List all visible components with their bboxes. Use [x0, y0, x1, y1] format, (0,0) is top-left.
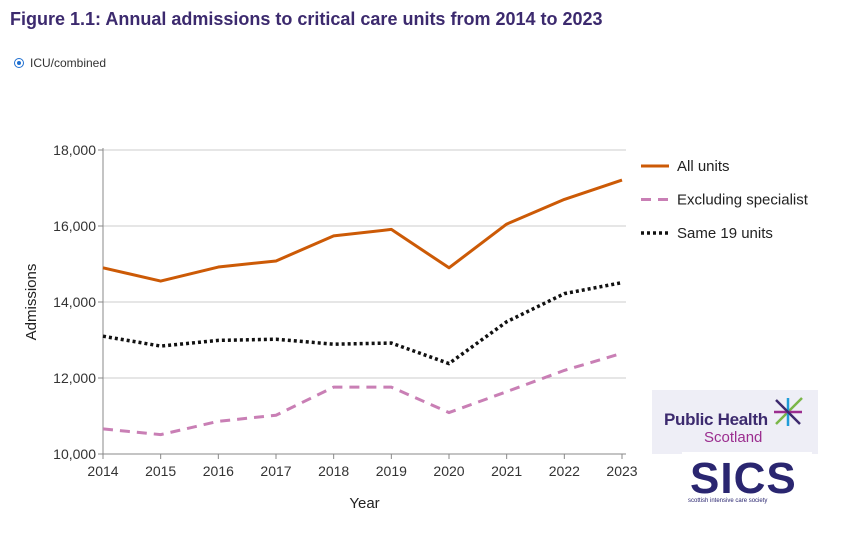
x-tick-label: 2019: [376, 463, 407, 479]
x-tick-label: 2016: [203, 463, 234, 479]
x-tick-label: 2022: [549, 463, 580, 479]
sics-logo-text: SICS: [690, 454, 797, 503]
public-health-scotland-logo: Public Health Scotland: [652, 390, 818, 454]
icu-combined-option[interactable]: ICU/combined: [14, 56, 106, 70]
x-tick-label: 2018: [318, 463, 349, 479]
phs-logo-line2: Scotland: [704, 429, 763, 446]
phs-logo-line1: Public Health: [664, 410, 768, 429]
x-tick-label: 2023: [606, 463, 637, 479]
x-tick-label: 2014: [87, 463, 118, 479]
y-tick-label: 14,000: [53, 294, 96, 310]
radio-label: ICU/combined: [30, 56, 107, 70]
x-tick-label: 2020: [433, 463, 464, 479]
series-line-2: [102, 351, 623, 437]
phs-star-icon: [774, 397, 803, 426]
x-tick-label: 2015: [145, 463, 176, 479]
x-axis-label: Year: [349, 495, 379, 512]
radio-selected-icon[interactable]: [14, 58, 24, 68]
figure-title: Figure 1.1: Annual admissions to critica…: [10, 9, 603, 29]
y-tick-label: 10,000: [53, 446, 96, 462]
x-tick-label: 2021: [491, 463, 522, 479]
legend-label-2: Excluding specialist: [677, 192, 809, 209]
sics-logo: SICS scottish intensive care society: [682, 452, 812, 512]
legend-label-3: Same 19 units: [677, 225, 773, 242]
logos-area: Public Health Scotland SICS scottish int…: [652, 390, 857, 545]
y-tick-label: 12,000: [53, 370, 96, 386]
series-line-3: [102, 280, 623, 366]
series-line-1: [102, 178, 623, 283]
legend-label-1: All units: [677, 158, 730, 175]
y-axis-label: Admissions: [23, 264, 40, 341]
sics-logo-subtitle: scottish intensive care society: [688, 498, 768, 504]
x-tick-label: 2017: [260, 463, 291, 479]
y-tick-label: 16,000: [53, 218, 96, 234]
y-tick-label: 18,000: [53, 142, 96, 158]
